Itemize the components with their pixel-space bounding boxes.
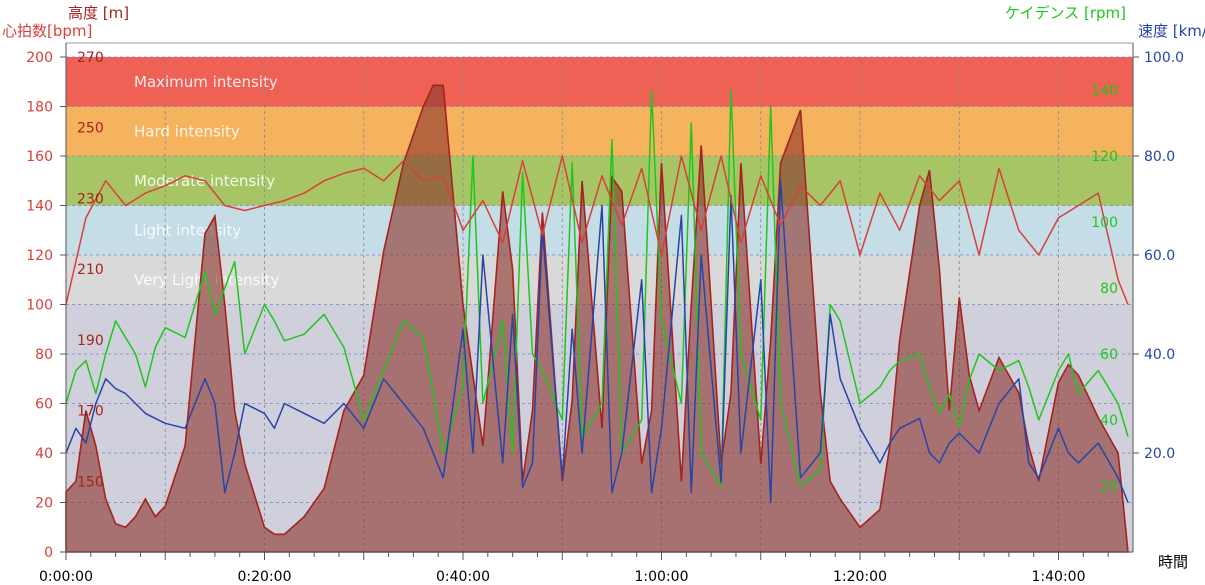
heart-rate-tick-label: 40 <box>35 446 53 462</box>
zone-label: Light intensity <box>134 221 241 239</box>
heart-rate-tick-label: 0 <box>44 545 53 561</box>
series-line-heart-rate <box>65 155 1129 305</box>
heart-rate-tick-label: 100 <box>26 298 53 314</box>
speed-tick-label: 80.0 <box>1144 149 1175 165</box>
cadence-tick-label: 40 <box>1100 413 1118 429</box>
speed-axis-title: 速度 [km/h] <box>1138 22 1205 40</box>
heart-rate-tick-label: 160 <box>26 149 53 165</box>
speed-tick-label: 100.0 <box>1144 50 1184 66</box>
cadence-tick-label: 80 <box>1100 281 1118 297</box>
zone-label: Maximum intensity <box>134 73 278 91</box>
series-line-cadence <box>65 89 1129 487</box>
altitude-tick-label: 210 <box>77 262 104 278</box>
axes: 0 20 40 60 80 100 120 140 160 180 200 150 170 190 210 2… <box>26 42 1184 585</box>
zone-label: Hard intensity <box>134 122 240 140</box>
altitude-axis-title: 高度 [m] <box>68 4 129 22</box>
x-axis-title: 時間 <box>1158 553 1188 571</box>
zone-band <box>66 57 1133 107</box>
altitude-tick-label: 230 <box>77 191 104 207</box>
altitude-tick-label: 250 <box>77 121 104 137</box>
cadence-tick-label: 100 <box>1091 215 1118 231</box>
heart-rate-tick-label: 60 <box>35 397 53 413</box>
heart-rate-tick-label: 140 <box>26 199 53 215</box>
zone-band <box>66 106 1133 156</box>
heart-rate-tick-label: 180 <box>26 100 53 116</box>
altitude-tick-label: 190 <box>77 333 104 349</box>
cadence-tick-label: 140 <box>1091 83 1118 99</box>
heart-rate-tick-label: 200 <box>26 50 53 66</box>
altitude-tick-label: 170 <box>77 404 104 420</box>
zone-band <box>66 255 1133 305</box>
altitude-tick-label: 150 <box>77 474 104 490</box>
heart-rate-axis-title: 心拍数[bpm] <box>2 22 92 40</box>
speed-tick-label: 60.0 <box>1144 248 1175 264</box>
cadence-axis-title: ケイデンス [rpm] <box>1005 4 1126 22</box>
x-tick-label: 1:00:00 <box>635 569 689 585</box>
cadence-tick-label: 120 <box>1091 149 1118 165</box>
cadence-tick-label: 60 <box>1100 347 1118 363</box>
altitude-tick-label: 270 <box>77 50 104 66</box>
x-tick-label: 1:40:00 <box>1032 569 1086 585</box>
speed-tick-label: 20.0 <box>1144 446 1175 462</box>
x-tick-label: 1:20:00 <box>833 569 887 585</box>
speed-tick-label: 40.0 <box>1144 347 1175 363</box>
heart-rate-tick-label: 20 <box>35 496 53 512</box>
zone-band <box>66 156 1133 206</box>
x-tick-label: 0:00:00 <box>39 569 93 585</box>
series-layer <box>65 84 1129 553</box>
heart-rate-tick-label: 80 <box>35 347 53 363</box>
x-tick-label: 0:40:00 <box>436 569 490 585</box>
x-tick-label: 0:20:00 <box>238 569 292 585</box>
series-altitude-area <box>65 84 1129 553</box>
series-line-speed <box>65 180 1129 504</box>
heart-rate-tick-label: 120 <box>26 248 53 264</box>
cadence-tick-label: 20 <box>1100 479 1118 495</box>
